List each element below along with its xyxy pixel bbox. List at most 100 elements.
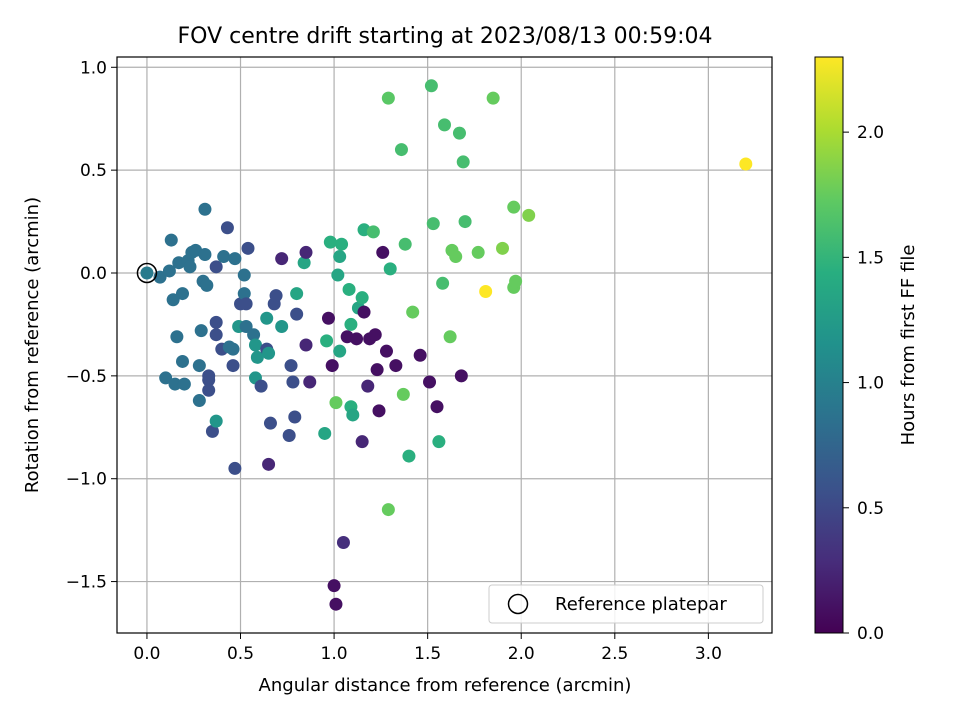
data-point — [452, 126, 466, 140]
data-point — [423, 375, 437, 389]
data-point — [250, 350, 264, 364]
x-tick-label: 2.0 — [508, 644, 535, 664]
data-point — [357, 305, 371, 319]
data-point — [325, 359, 339, 373]
data-point — [275, 252, 289, 266]
y-tick-label: −0.5 — [66, 367, 107, 387]
data-point — [239, 319, 253, 333]
data-point — [176, 354, 189, 368]
data-point — [496, 241, 510, 255]
colorbar-tick-label: 1.0 — [857, 374, 884, 394]
data-point — [443, 330, 457, 344]
data-point — [200, 278, 214, 292]
data-point — [389, 359, 403, 373]
data-point — [323, 235, 337, 249]
x-tick-label: 1.0 — [321, 644, 348, 664]
data-point — [241, 241, 255, 255]
data-point — [432, 435, 446, 449]
data-point — [247, 328, 261, 342]
data-point — [194, 324, 208, 338]
y-axis-label: Rotation from reference (arcmin) — [22, 197, 43, 493]
legend-entry-reference: Reference platepar — [555, 594, 727, 615]
x-tick-label: 0.5 — [227, 644, 254, 664]
data-point — [159, 371, 173, 385]
data-point — [248, 338, 262, 352]
data-point — [383, 262, 397, 276]
data-point — [260, 311, 274, 325]
data-point — [366, 225, 380, 239]
data-point — [454, 369, 468, 383]
data-point — [162, 264, 176, 278]
data-point — [284, 359, 298, 373]
data-point — [168, 377, 182, 391]
data-point — [202, 383, 216, 397]
data-point — [413, 348, 427, 362]
legend: Reference platepar — [488, 584, 764, 624]
x-tick-label: 1.5 — [414, 644, 441, 664]
data-point — [522, 208, 536, 222]
data-point — [198, 202, 212, 216]
data-point — [217, 250, 231, 264]
data-point — [336, 535, 350, 549]
data-point — [282, 429, 296, 443]
data-point — [239, 297, 253, 311]
data-point — [176, 287, 189, 301]
x-axis-label: Angular distance from reference (arcmin) — [259, 675, 632, 696]
data-point — [254, 379, 268, 393]
grid — [117, 57, 772, 633]
colorbar — [814, 56, 844, 634]
data-point — [275, 319, 289, 333]
data-point — [209, 414, 223, 428]
data-point — [209, 260, 223, 274]
data-point — [164, 233, 178, 247]
colorbar-label: Hours from first FF file — [898, 245, 919, 446]
data-point — [344, 317, 358, 331]
data-point — [228, 461, 242, 475]
data-point — [398, 237, 412, 251]
data-point — [458, 215, 472, 229]
data-point — [509, 274, 523, 288]
data-point — [198, 247, 212, 261]
data-point — [426, 217, 440, 231]
data-point — [438, 118, 451, 132]
y-tick-label: 1.0 — [80, 58, 107, 78]
data-point — [355, 435, 369, 449]
data-point — [396, 387, 410, 401]
data-point — [303, 375, 317, 389]
data-point — [507, 200, 521, 214]
data-point — [299, 338, 313, 352]
data-point — [226, 359, 240, 373]
data-point — [335, 237, 349, 251]
data-point — [368, 328, 382, 342]
data-point — [269, 289, 283, 303]
data-point — [290, 307, 304, 321]
data-point — [350, 332, 364, 346]
data-point — [262, 346, 276, 360]
colorbar-tick-label: 2.0 — [857, 123, 884, 143]
data-point — [290, 287, 304, 301]
data-point — [192, 394, 206, 408]
data-point — [342, 282, 356, 296]
data-point — [170, 330, 184, 344]
data-point — [262, 457, 276, 471]
data-point — [381, 503, 395, 517]
y-tick-label: −1.5 — [66, 573, 107, 593]
data-point — [379, 344, 393, 358]
data-point — [333, 250, 347, 264]
data-point — [263, 416, 277, 430]
data-point — [202, 373, 216, 387]
data-point — [226, 342, 240, 356]
data-point — [456, 155, 470, 169]
data-point — [449, 250, 463, 264]
data-point — [177, 377, 191, 391]
data-point — [370, 363, 384, 377]
reference-marker — [136, 262, 158, 284]
plot-frame — [116, 56, 773, 634]
data-point — [430, 400, 444, 414]
data-point — [394, 143, 408, 157]
data-point — [355, 291, 369, 305]
data-point — [372, 404, 386, 418]
reference-circle — [136, 262, 158, 284]
data-point — [220, 221, 234, 235]
